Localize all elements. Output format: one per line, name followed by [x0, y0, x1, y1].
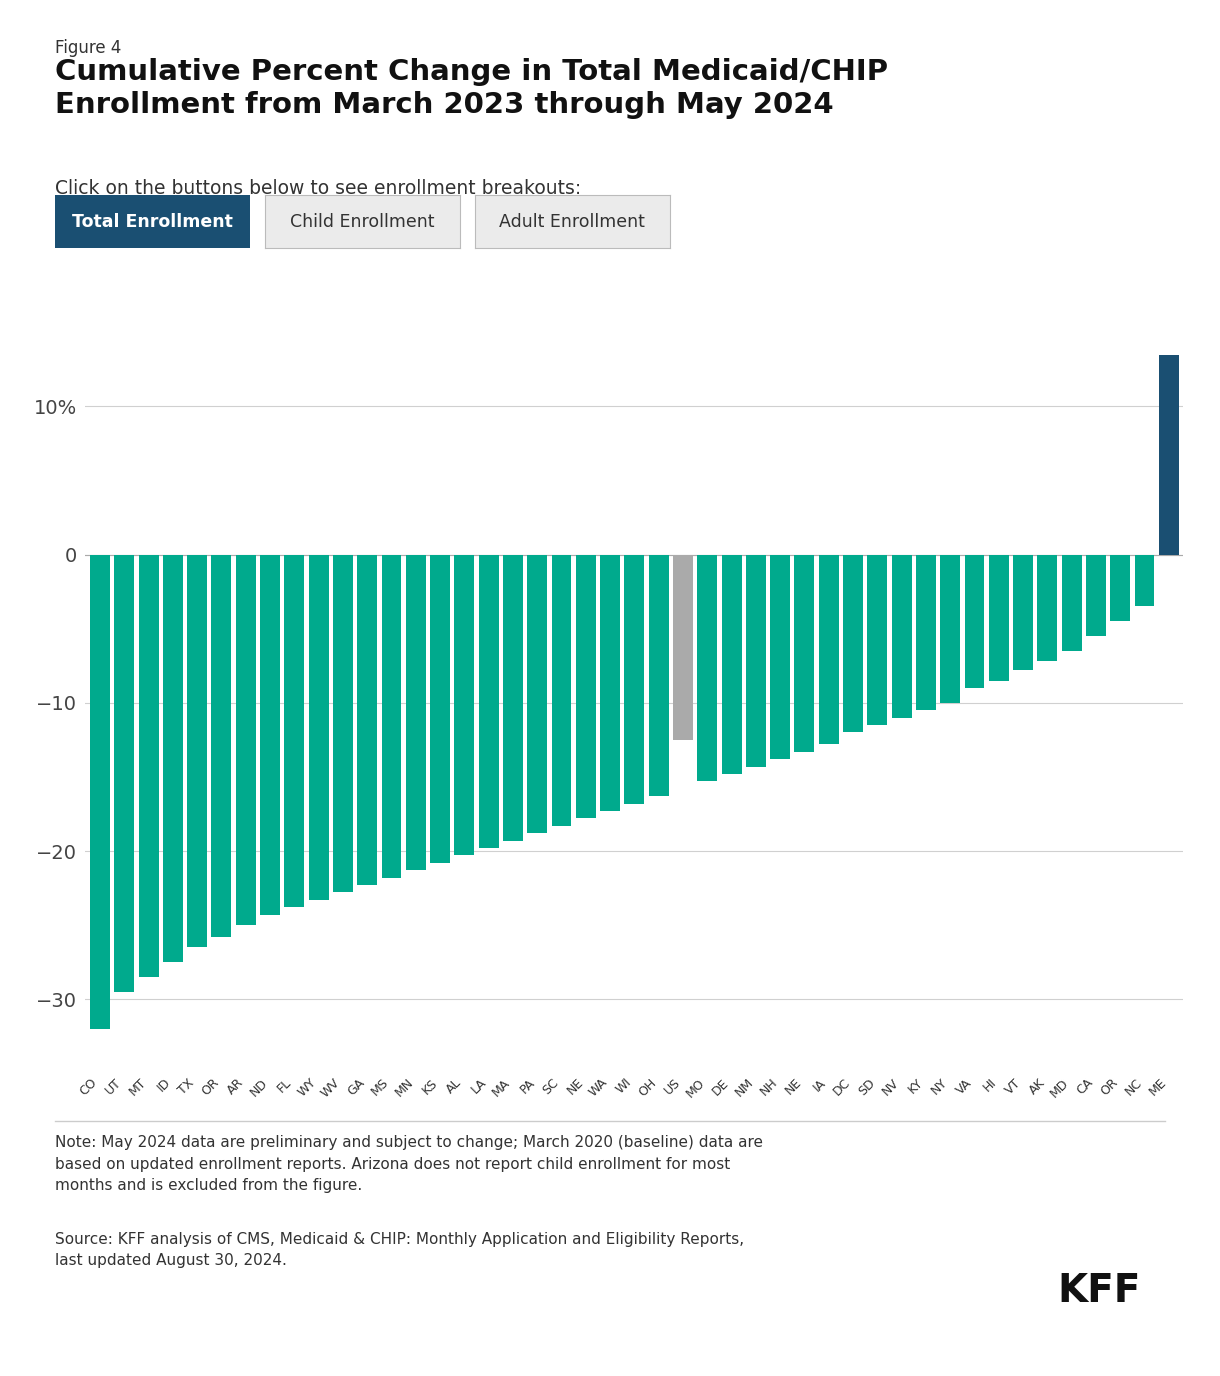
Bar — [916, 555, 936, 710]
Bar — [454, 555, 475, 856]
Text: Adult Enrollment: Adult Enrollment — [499, 212, 645, 231]
Bar — [503, 555, 523, 841]
Bar — [90, 555, 110, 1029]
Bar — [1037, 555, 1058, 662]
Bar — [333, 555, 353, 893]
Bar — [892, 555, 911, 718]
Text: Cumulative Percent Change in Total Medicaid/CHIP
Enrollment from March 2023 thro: Cumulative Percent Change in Total Medic… — [55, 58, 888, 120]
Bar — [698, 555, 717, 782]
Bar — [965, 555, 985, 688]
Bar — [941, 555, 960, 703]
Bar — [527, 555, 548, 834]
Bar — [163, 555, 183, 962]
Text: Source: KFF analysis of CMS, Medicaid & CHIP: Monthly Application and Eligibilit: Source: KFF analysis of CMS, Medicaid & … — [55, 1232, 744, 1269]
Text: Total Enrollment: Total Enrollment — [72, 212, 233, 231]
Text: Figure 4: Figure 4 — [55, 39, 121, 56]
Bar — [431, 555, 450, 863]
Text: Note: May 2024 data are preliminary and subject to change; March 2020 (baseline): Note: May 2024 data are preliminary and … — [55, 1135, 762, 1193]
Text: Click on the buttons below to see enrollment breakouts:: Click on the buttons below to see enroll… — [55, 179, 581, 198]
Bar — [309, 555, 328, 900]
Bar — [1013, 555, 1033, 670]
Bar — [139, 555, 159, 977]
Bar — [235, 555, 256, 925]
Bar — [1061, 555, 1082, 651]
Bar — [819, 555, 838, 744]
Text: KFF: KFF — [1058, 1271, 1141, 1310]
Text: Child Enrollment: Child Enrollment — [290, 212, 434, 231]
Bar — [1086, 555, 1105, 636]
Bar — [1135, 555, 1154, 607]
Bar — [600, 555, 620, 810]
Bar — [745, 555, 766, 766]
Bar — [187, 555, 207, 947]
Bar — [576, 555, 595, 819]
Bar — [843, 555, 863, 732]
Bar — [478, 555, 499, 848]
Bar — [770, 555, 791, 760]
Bar — [989, 555, 1009, 681]
Bar — [115, 555, 134, 992]
Bar — [1159, 355, 1179, 555]
Bar — [625, 555, 644, 804]
Bar — [551, 555, 571, 826]
Bar — [649, 555, 669, 797]
Bar — [357, 555, 377, 885]
Bar — [867, 555, 887, 725]
Bar — [1110, 555, 1130, 622]
Bar — [382, 555, 401, 878]
Bar — [794, 555, 815, 751]
Bar — [406, 555, 426, 870]
Bar — [211, 555, 232, 937]
Bar — [284, 555, 304, 907]
Bar — [673, 555, 693, 740]
Bar — [721, 555, 742, 773]
Bar — [260, 555, 279, 915]
